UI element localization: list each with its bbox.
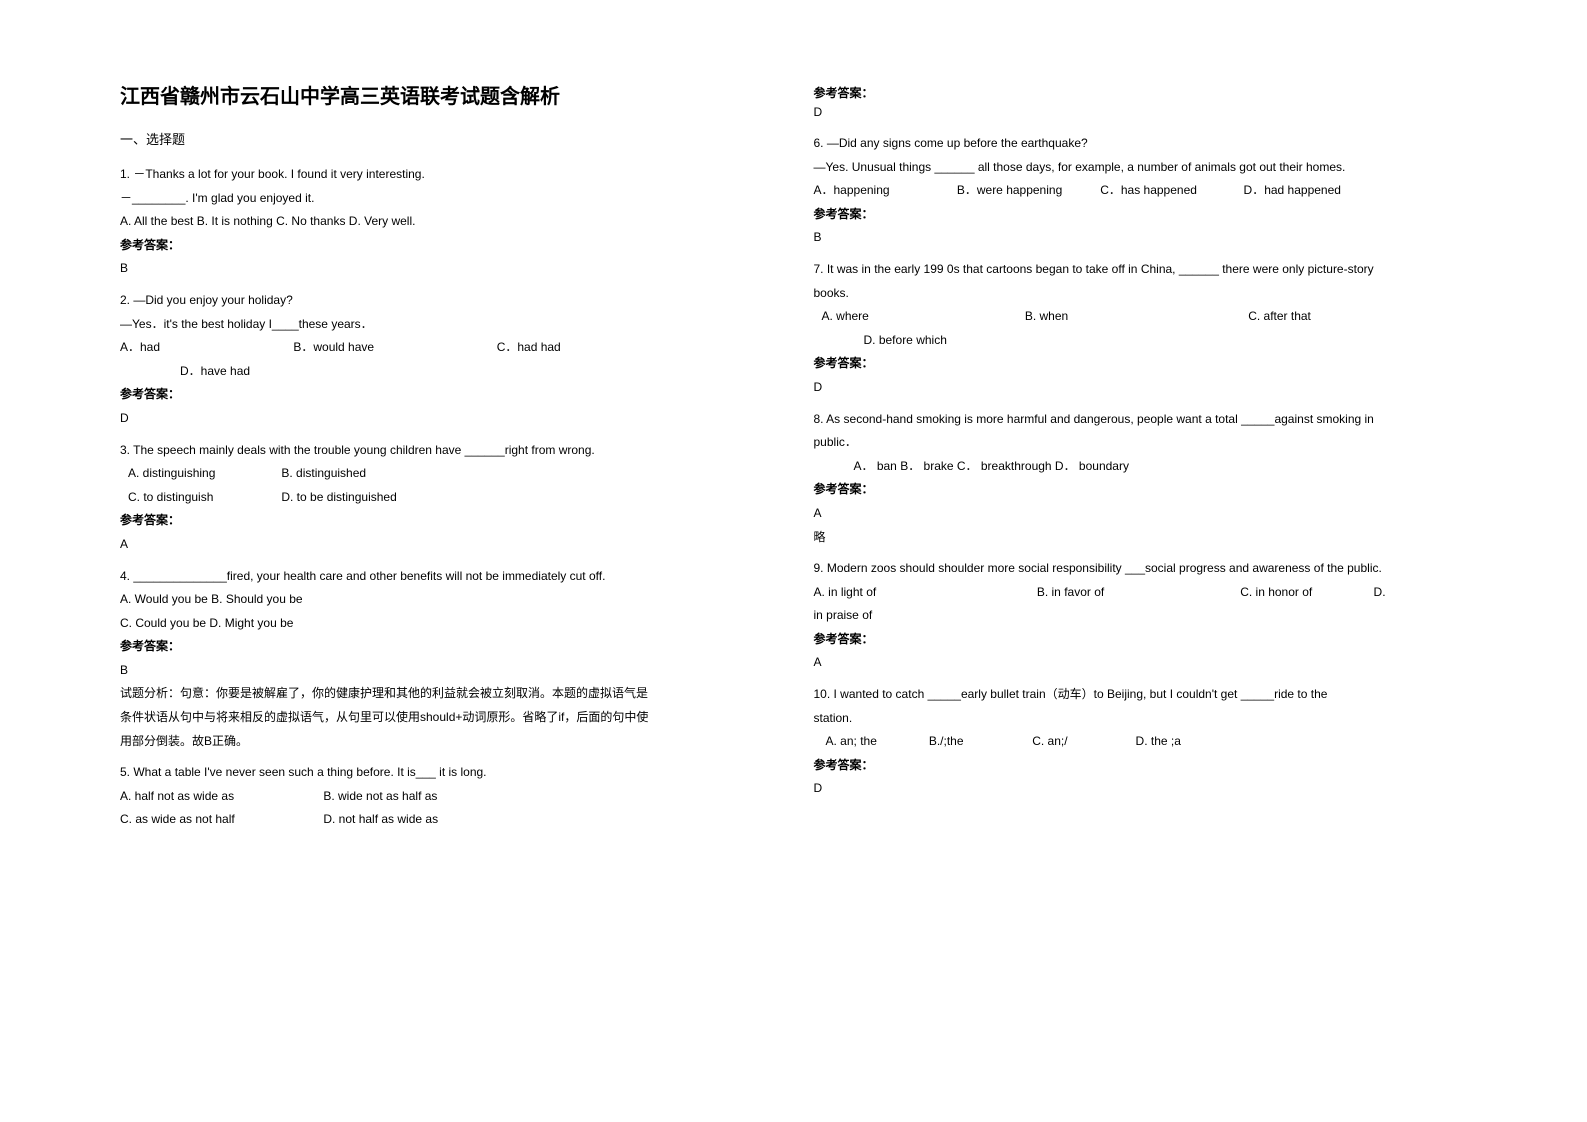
q8-answer: A [814,503,1468,525]
q6-line2: —Yes. Unusual things ______ all those da… [814,157,1468,179]
q7-answer: D [814,377,1468,399]
q10-line1: 10. I wanted to catch _____early bullet … [814,684,1468,706]
q4-answer-label: 参考答案： [120,636,774,658]
q5-answer-label: 参考答案： [814,84,1468,101]
q8-line2: public． [814,432,1468,454]
q5-answer: D [814,105,1468,119]
q2-options-row1: A．had B．would have C．had had [120,337,774,359]
q9-answer: A [814,652,1468,674]
q3-optB: B. distinguished [281,466,366,480]
q6-optB: B．were happening [957,180,1097,202]
q8-options: A． ban B． brake C． breakthrough D． bound… [854,456,1468,478]
q2-optC: C．had had [497,340,561,354]
q7-line2: books. [814,283,1468,305]
q7-line1: 7. It was in the early 199 0s that carto… [814,259,1468,281]
q6-optA: A．happening [814,180,954,202]
q7-answer-label: 参考答案： [814,353,1468,375]
q2-answer-label: 参考答案： [120,384,774,406]
question-4: 4. ______________fired, your health care… [120,566,774,753]
q2-optB: B．would have [293,337,493,359]
q7-optA: A. where [822,306,1022,328]
q7-optB: B. when [1025,306,1245,328]
q7-options-row1: A. where B. when C. after that [814,306,1468,328]
section-header: 一、选择题 [120,129,774,148]
q9-answer-label: 参考答案： [814,629,1468,651]
question-7: 7. It was in the early 199 0s that carto… [814,259,1468,399]
question-1: 1. －Thanks a lot for your book. I found … [120,164,774,280]
document-title: 江西省赣州市云石山中学高三英语联考试题含解析 [120,80,774,109]
q1-answer-label: 参考答案： [120,235,774,257]
question-5: 5. What a table I've never seen such a t… [120,762,774,831]
q1-line2: －________. I'm glad you enjoyed it. [120,188,774,210]
q6-optC: C．has happened [1100,180,1240,202]
question-2: 2. —Did you enjoy your holiday? —Yes．it'… [120,290,774,430]
q4-explain2: 条件状语从句中与将来相反的虚拟语气，从句里可以使用should+动词原形。省略了… [120,707,774,729]
q8-answer-label: 参考答案： [814,479,1468,501]
question-8: 8. As second-hand smoking is more harmfu… [814,409,1468,549]
q4-explain1: 试题分析：句意：你要是被解雇了，你的健康护理和其他的利益就会被立刻取消。本题的虚… [120,683,774,705]
q7-optD: D. before which [864,330,1468,352]
q9-line1: 9. Modern zoos should shoulder more soci… [814,558,1468,580]
question-10: 10. I wanted to catch _____early bullet … [814,684,1468,800]
q5-options-row1: A. half not as wide as B. wide not as ha… [120,786,774,808]
q10-options: A. an; the B./;the C. an;/ D. the ;a [826,731,1468,753]
q4-line2: A. Would you be B. Should you be [120,589,774,611]
left-column: 江西省赣州市云石山中学高三英语联考试题含解析 一、选择题 1. －Thanks … [100,80,794,1082]
q2-optA: A．had [120,337,290,359]
q6-answer: B [814,227,1468,249]
q5-optA: A. half not as wide as [120,786,320,808]
q1-answer: B [120,258,774,280]
q10-optB: B./;the [929,731,1029,753]
q2-answer: D [120,408,774,430]
q1-line1: 1. －Thanks a lot for your book. I found … [120,164,774,186]
q3-options-row2: C. to distinguish D. to be distinguished [120,487,774,509]
q10-answer-label: 参考答案： [814,755,1468,777]
q9-options: A. in light of B. in favor of C. in hono… [814,582,1468,604]
q10-line2: station. [814,708,1468,730]
q3-optA: A. distinguishing [128,463,278,485]
q3-answer-label: 参考答案： [120,510,774,532]
q3-options-row1: A. distinguishing B. distinguished [120,463,774,485]
q10-answer: D [814,778,1468,800]
q6-options: A．happening B．were happening C．has happe… [814,180,1468,202]
question-9: 9. Modern zoos should shoulder more soci… [814,558,1468,674]
q8-answer2: 略 [814,527,1468,549]
right-column: 参考答案： D 6. —Did any signs come up before… [794,80,1488,1082]
q6-answer-label: 参考答案： [814,204,1468,226]
q1-options: A. All the best B. It is nothing C. No t… [120,211,774,233]
q9-optA: A. in light of [814,582,1034,604]
q2-line2: —Yes．it's the best holiday I____these ye… [120,314,774,336]
q5-optD: D. not half as wide as [323,812,438,826]
q5-optC: C. as wide as not half [120,809,320,831]
q6-optD: D．had happened [1244,183,1341,197]
q5-optB: B. wide not as half as [323,789,437,803]
q3-line1: 3. The speech mainly deals with the trou… [120,440,774,462]
question-3: 3. The speech mainly deals with the trou… [120,440,774,556]
q3-answer: A [120,534,774,556]
q9-optD: D. [1374,585,1386,599]
q2-line1: 2. —Did you enjoy your holiday? [120,290,774,312]
q10-optC: C. an;/ [1032,731,1132,753]
q7-optC: C. after that [1248,309,1311,323]
q8-line1: 8. As second-hand smoking is more harmfu… [814,409,1468,431]
q5-options-row2: C. as wide as not half D. not half as wi… [120,809,774,831]
q4-explain3: 用部分倒装。故B正确。 [120,731,774,753]
q10-optD: D. the ;a [1136,734,1181,748]
q10-optA: A. an; the [826,731,926,753]
q9-optB: B. in favor of [1037,582,1237,604]
question-6: 6. —Did any signs come up before the ear… [814,133,1468,249]
q9-line2: in praise of [814,605,1468,627]
q4-line3: C. Could you be D. Might you be [120,613,774,635]
q3-optD: D. to be distinguished [281,490,396,504]
q4-line1: 4. ______________fired, your health care… [120,566,774,588]
q2-optD: D．have had [180,361,774,383]
q5-line1: 5. What a table I've never seen such a t… [120,762,774,784]
q9-optC: C. in honor of [1240,582,1370,604]
q6-line1: 6. —Did any signs come up before the ear… [814,133,1468,155]
q4-answer: B [120,660,774,682]
q3-optC: C. to distinguish [128,487,278,509]
